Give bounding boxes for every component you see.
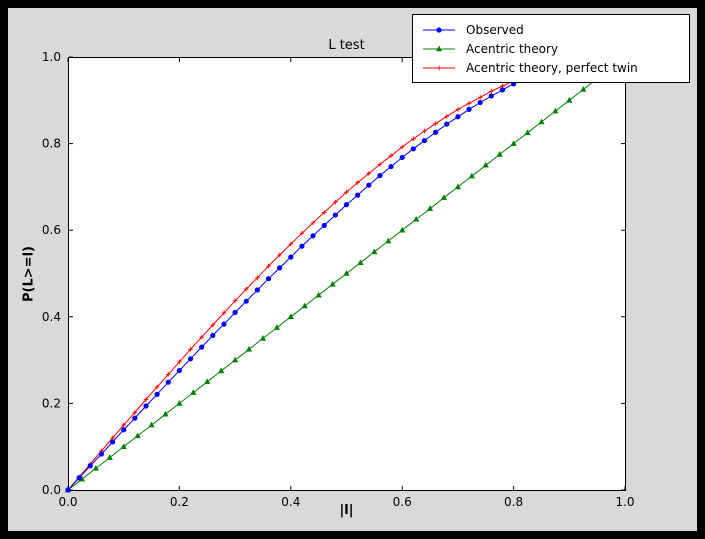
svg-text:1.0: 1.0 — [615, 495, 634, 509]
legend: Observed Acentric theory Acentric theory… — [412, 14, 690, 83]
svg-text:0.0: 0.0 — [58, 495, 77, 509]
figure-canvas: 0.0 0.2 0.4 0.6 0.8 1.0 0.0 0.2 0.4 0.6 0.8 1.0 L t… — [8, 8, 697, 531]
observed-line-sample — [423, 26, 455, 33]
svg-text:0.4: 0.4 — [42, 310, 61, 324]
svg-text:0.8: 0.8 — [504, 495, 523, 509]
svg-text:1.0: 1.0 — [42, 50, 61, 64]
svg-text:0.8: 0.8 — [42, 137, 61, 151]
svg-text:0.6: 0.6 — [42, 223, 61, 237]
x-axis-label: |l| — [339, 503, 354, 518]
plot-title: L test — [328, 38, 365, 53]
legend-label-acentric-theory: Acentric theory — [466, 41, 559, 56]
acentric-theory-line-sample — [423, 45, 455, 51]
plot-area: 0.0 0.2 0.4 0.6 0.8 1.0 0.0 0.2 0.4 0.6 0.8 1.0 — [42, 50, 635, 509]
legend-label-observed: Observed — [466, 22, 524, 37]
y-axis-label: P(L>=l) — [21, 246, 37, 302]
perfect-twin-line-sample — [423, 65, 455, 70]
svg-text:0.2: 0.2 — [170, 495, 189, 509]
legend-item-acentric-theory: Acentric theory — [421, 39, 681, 58]
legend-item-perfect-twin: Acentric theory, perfect twin — [421, 58, 681, 77]
svg-text:0.6: 0.6 — [393, 495, 412, 509]
svg-text:0.2: 0.2 — [42, 396, 61, 410]
svg-text:0.0: 0.0 — [42, 483, 61, 497]
legend-label-perfect-twin: Acentric theory, perfect twin — [466, 60, 638, 75]
svg-text:0.4: 0.4 — [281, 495, 300, 509]
legend-item-observed: Observed — [421, 20, 681, 39]
